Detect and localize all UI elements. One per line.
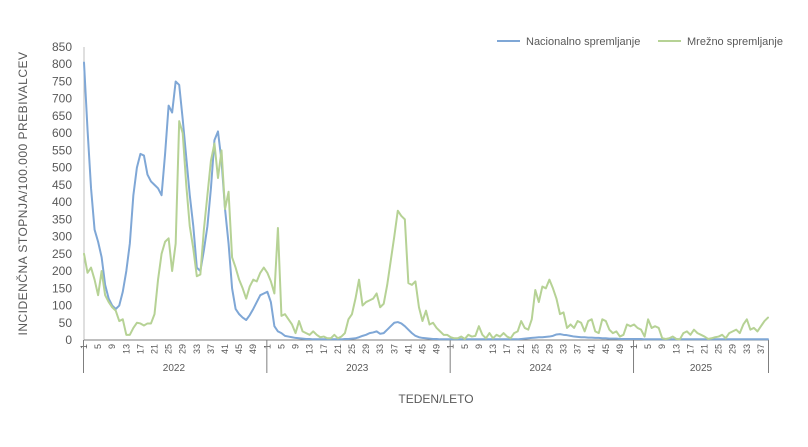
year-label: 2022 bbox=[163, 363, 186, 374]
y-tick-label: 450 bbox=[52, 178, 72, 192]
x-week-tick-label: 17 bbox=[319, 344, 329, 354]
x-week-tick-label: 13 bbox=[305, 344, 315, 354]
x-week-tick-label: 41 bbox=[587, 344, 597, 354]
x-week-tick-label: 21 bbox=[150, 344, 160, 354]
y-tick-label: 800 bbox=[52, 57, 72, 71]
x-week-tick-label: 29 bbox=[361, 344, 371, 354]
x-week-tick-label: 41 bbox=[403, 344, 413, 354]
y-tick-label: 550 bbox=[52, 143, 72, 157]
x-week-tick-label: 9 bbox=[291, 344, 301, 349]
x-week-tick-label: 5 bbox=[276, 344, 286, 349]
year-label: 2023 bbox=[346, 363, 369, 374]
y-tick-label: 100 bbox=[52, 299, 72, 313]
x-axis: 1591317212529333741454915913172125293337… bbox=[79, 339, 769, 374]
x-week-tick-label: 33 bbox=[192, 344, 202, 354]
y-axis: 0 50 100 150 200 250 300 350 400 450 500 550 600 650 7… bbox=[52, 40, 85, 347]
y-axis-title: INCIDENČNA STOPNJA/100.000 PREBIVALCEV bbox=[15, 52, 30, 336]
y-tick-label: 0 bbox=[65, 333, 72, 347]
x-week-tick-label: 33 bbox=[375, 344, 385, 354]
x-week-tick-label: 17 bbox=[502, 344, 512, 354]
series-layer bbox=[83, 61, 769, 341]
x-week-tick-label: 13 bbox=[488, 344, 498, 354]
x-week-tick-label: 29 bbox=[728, 344, 738, 354]
x-week-tick-labels: 1591317212529333741454915913172125293337… bbox=[79, 344, 766, 354]
series-line-1 bbox=[83, 61, 769, 341]
y-tick-label: 200 bbox=[52, 264, 72, 278]
x-week-tick-label: 13 bbox=[121, 344, 131, 354]
x-week-tick-label: 9 bbox=[474, 344, 484, 349]
x-week-tick-label: 9 bbox=[107, 344, 117, 349]
y-tick-label: 700 bbox=[52, 92, 72, 106]
x-week-tick-label: 17 bbox=[685, 344, 695, 354]
x-week-tick-label: 21 bbox=[333, 344, 343, 354]
x-week-tick-label: 25 bbox=[164, 344, 174, 354]
legend-label: Mrežno spremljanje bbox=[687, 36, 783, 48]
x-week-tick-label: 13 bbox=[671, 344, 681, 354]
x-week-tick-label: 33 bbox=[742, 344, 752, 354]
x-week-tick-label: 37 bbox=[573, 344, 583, 354]
x-week-tick-label: 25 bbox=[714, 344, 724, 354]
x-week-tick-label: 21 bbox=[700, 344, 710, 354]
x-week-tick-label: 41 bbox=[220, 344, 230, 354]
x-week-tick-label: 9 bbox=[657, 344, 667, 349]
x-week-tick-label: 25 bbox=[347, 344, 357, 354]
x-week-tick-label: 45 bbox=[234, 344, 244, 354]
y-tick-label: 650 bbox=[52, 109, 72, 123]
y-tick-label: 850 bbox=[52, 40, 72, 54]
y-tick-label: 600 bbox=[52, 126, 72, 140]
y-tick-label: 250 bbox=[52, 247, 72, 261]
x-week-tick-label: 33 bbox=[559, 344, 569, 354]
x-week-tick-label: 49 bbox=[615, 344, 625, 354]
x-week-tick-label: 5 bbox=[93, 344, 103, 349]
x-week-tick-label: 29 bbox=[544, 344, 554, 354]
x-week-tick-label: 49 bbox=[432, 344, 442, 354]
legend: Nacionalno spremljanje Mrežno spremljanje bbox=[497, 36, 783, 48]
x-week-tick-label: 37 bbox=[389, 344, 399, 354]
x-axis-title: TEDEN/LETO bbox=[398, 392, 473, 406]
x-week-tick-label: 25 bbox=[530, 344, 540, 354]
x-week-tick-label: 37 bbox=[756, 344, 766, 354]
y-tick-label: 50 bbox=[59, 316, 73, 330]
y-tick-label: 150 bbox=[52, 281, 72, 295]
year-label: 2025 bbox=[690, 363, 713, 374]
series-line-2 bbox=[83, 120, 769, 341]
y-tick-label: 750 bbox=[52, 74, 72, 88]
x-week-tick-label: 21 bbox=[516, 344, 526, 354]
y-tick-label: 400 bbox=[52, 195, 72, 209]
y-tick-label: 350 bbox=[52, 212, 72, 226]
y-tick-label: 300 bbox=[52, 230, 72, 244]
x-year-group-labels: 2022 2023 2024 2025 bbox=[83, 340, 769, 374]
y-tick-label: 500 bbox=[52, 161, 72, 175]
x-week-tick-label: 17 bbox=[135, 344, 145, 354]
x-week-tick-label: 5 bbox=[460, 344, 470, 349]
x-week-tick-label: 49 bbox=[248, 344, 258, 354]
year-label: 2024 bbox=[529, 363, 552, 374]
y-tick-labels: 0 50 100 150 200 250 300 350 400 450 500 550 600 650 7… bbox=[52, 40, 72, 347]
x-week-tick-label: 45 bbox=[417, 344, 427, 354]
x-week-tick-label: 37 bbox=[206, 344, 216, 354]
x-week-tick-label: 45 bbox=[601, 344, 611, 354]
legend-label: Nacionalno spremljanje bbox=[526, 36, 640, 48]
x-week-tick-label: 5 bbox=[643, 344, 653, 349]
x-week-tick-label: 29 bbox=[178, 344, 188, 354]
